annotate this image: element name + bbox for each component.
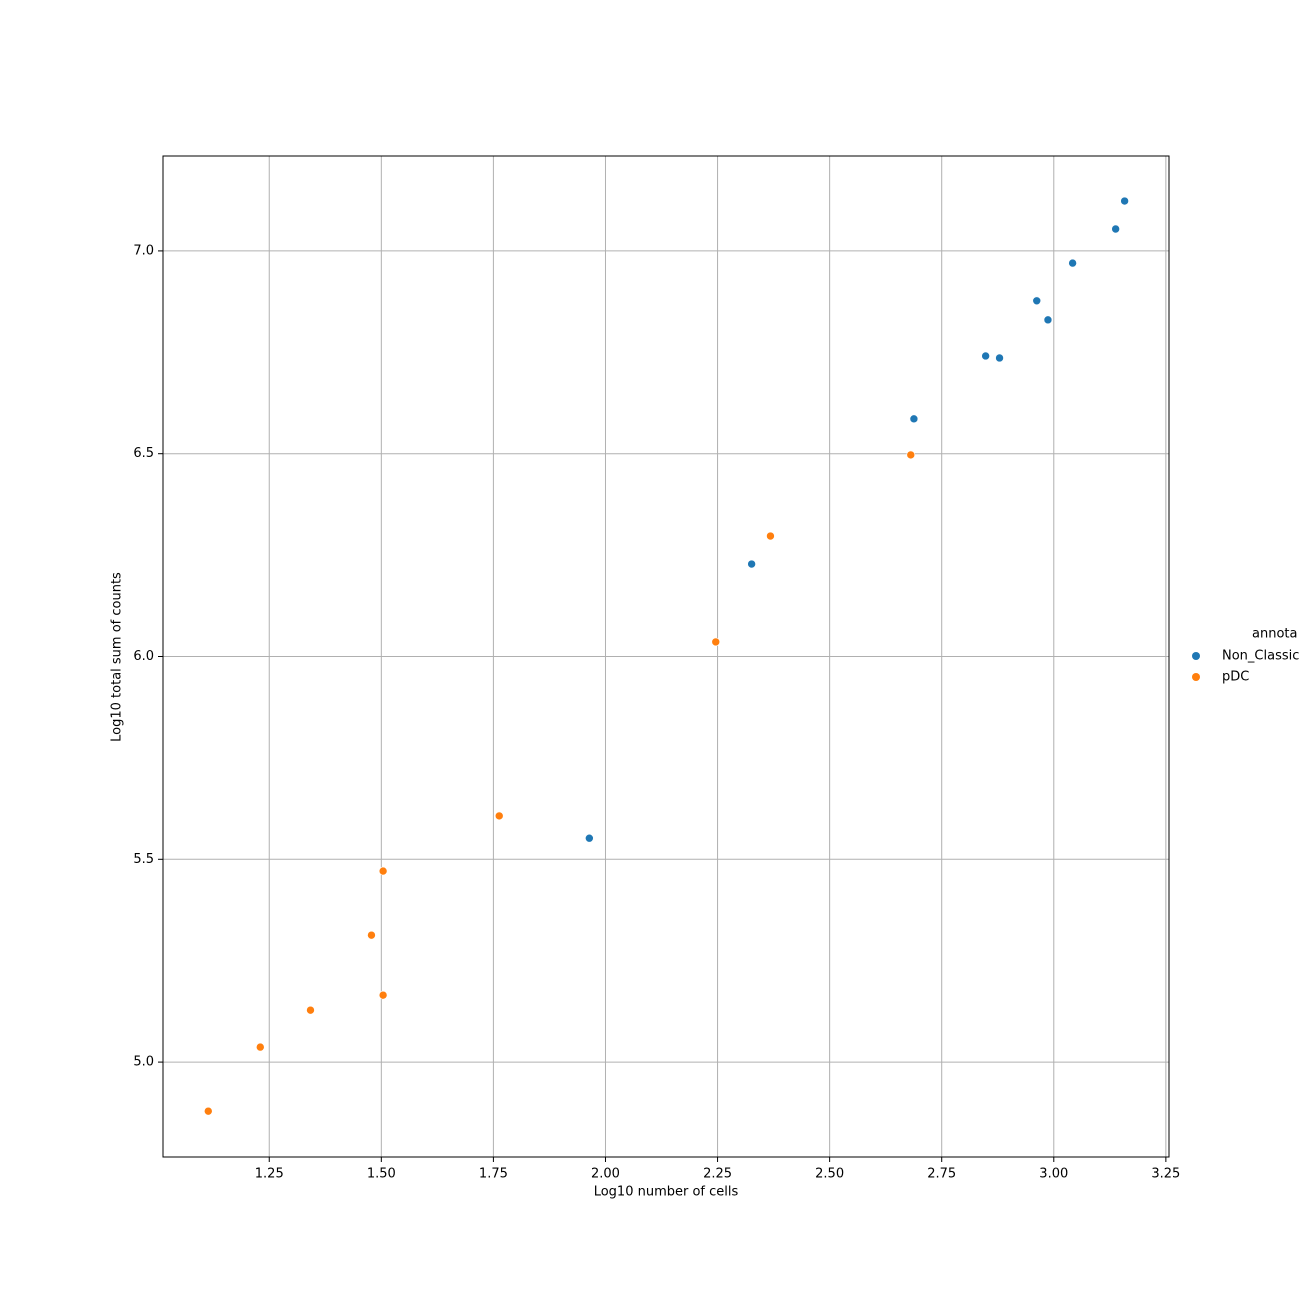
- point: [378, 990, 388, 1000]
- point: [585, 833, 594, 843]
- point: [1120, 196, 1129, 206]
- plot-frame: [162, 155, 1170, 1158]
- y-axis-label: Log10 total sum of counts: [110, 572, 125, 742]
- x-tick-label: 2.75: [927, 1167, 956, 1182]
- legend-label: Non_Classic: [1222, 649, 1299, 664]
- point: [494, 811, 504, 821]
- y-tick-label: 6.5: [133, 446, 154, 461]
- legend-marker: [1192, 673, 1200, 681]
- point: [255, 1042, 265, 1052]
- x-tick-label: 2.50: [815, 1167, 844, 1182]
- point: [906, 450, 916, 460]
- point: [1111, 224, 1120, 234]
- x-tick-label: 1.25: [255, 1167, 284, 1182]
- point: [367, 930, 376, 940]
- x-tick-label: 3.25: [1151, 1167, 1180, 1182]
- point: [378, 866, 388, 876]
- legend-title: annota: [1252, 627, 1297, 642]
- point: [995, 353, 1004, 363]
- point: [981, 351, 990, 361]
- x-tick-label: 1.75: [479, 1167, 508, 1182]
- legend-marker: [1192, 652, 1200, 660]
- point: [1032, 296, 1042, 306]
- x-tick-label: 1.50: [367, 1167, 396, 1182]
- y-tick-label: 7.0: [133, 243, 154, 258]
- point: [1068, 258, 1077, 268]
- point: [1043, 315, 1053, 325]
- point: [203, 1106, 213, 1116]
- y-tick-label: 5.5: [133, 852, 154, 867]
- y-tick-label: 5.0: [133, 1055, 154, 1070]
- x-tick-label: 2.00: [591, 1167, 620, 1182]
- point: [711, 637, 721, 647]
- legend-label: pDC: [1222, 670, 1249, 685]
- y-tick-label: 6.0: [133, 649, 154, 664]
- x-axis-label: Log10 number of cells: [594, 1185, 739, 1200]
- x-tick-label: 2.25: [703, 1167, 732, 1182]
- point: [306, 1005, 315, 1015]
- point: [909, 414, 919, 424]
- point: [747, 559, 756, 569]
- point: [766, 531, 775, 541]
- x-tick-label: 3.00: [1039, 1167, 1068, 1182]
